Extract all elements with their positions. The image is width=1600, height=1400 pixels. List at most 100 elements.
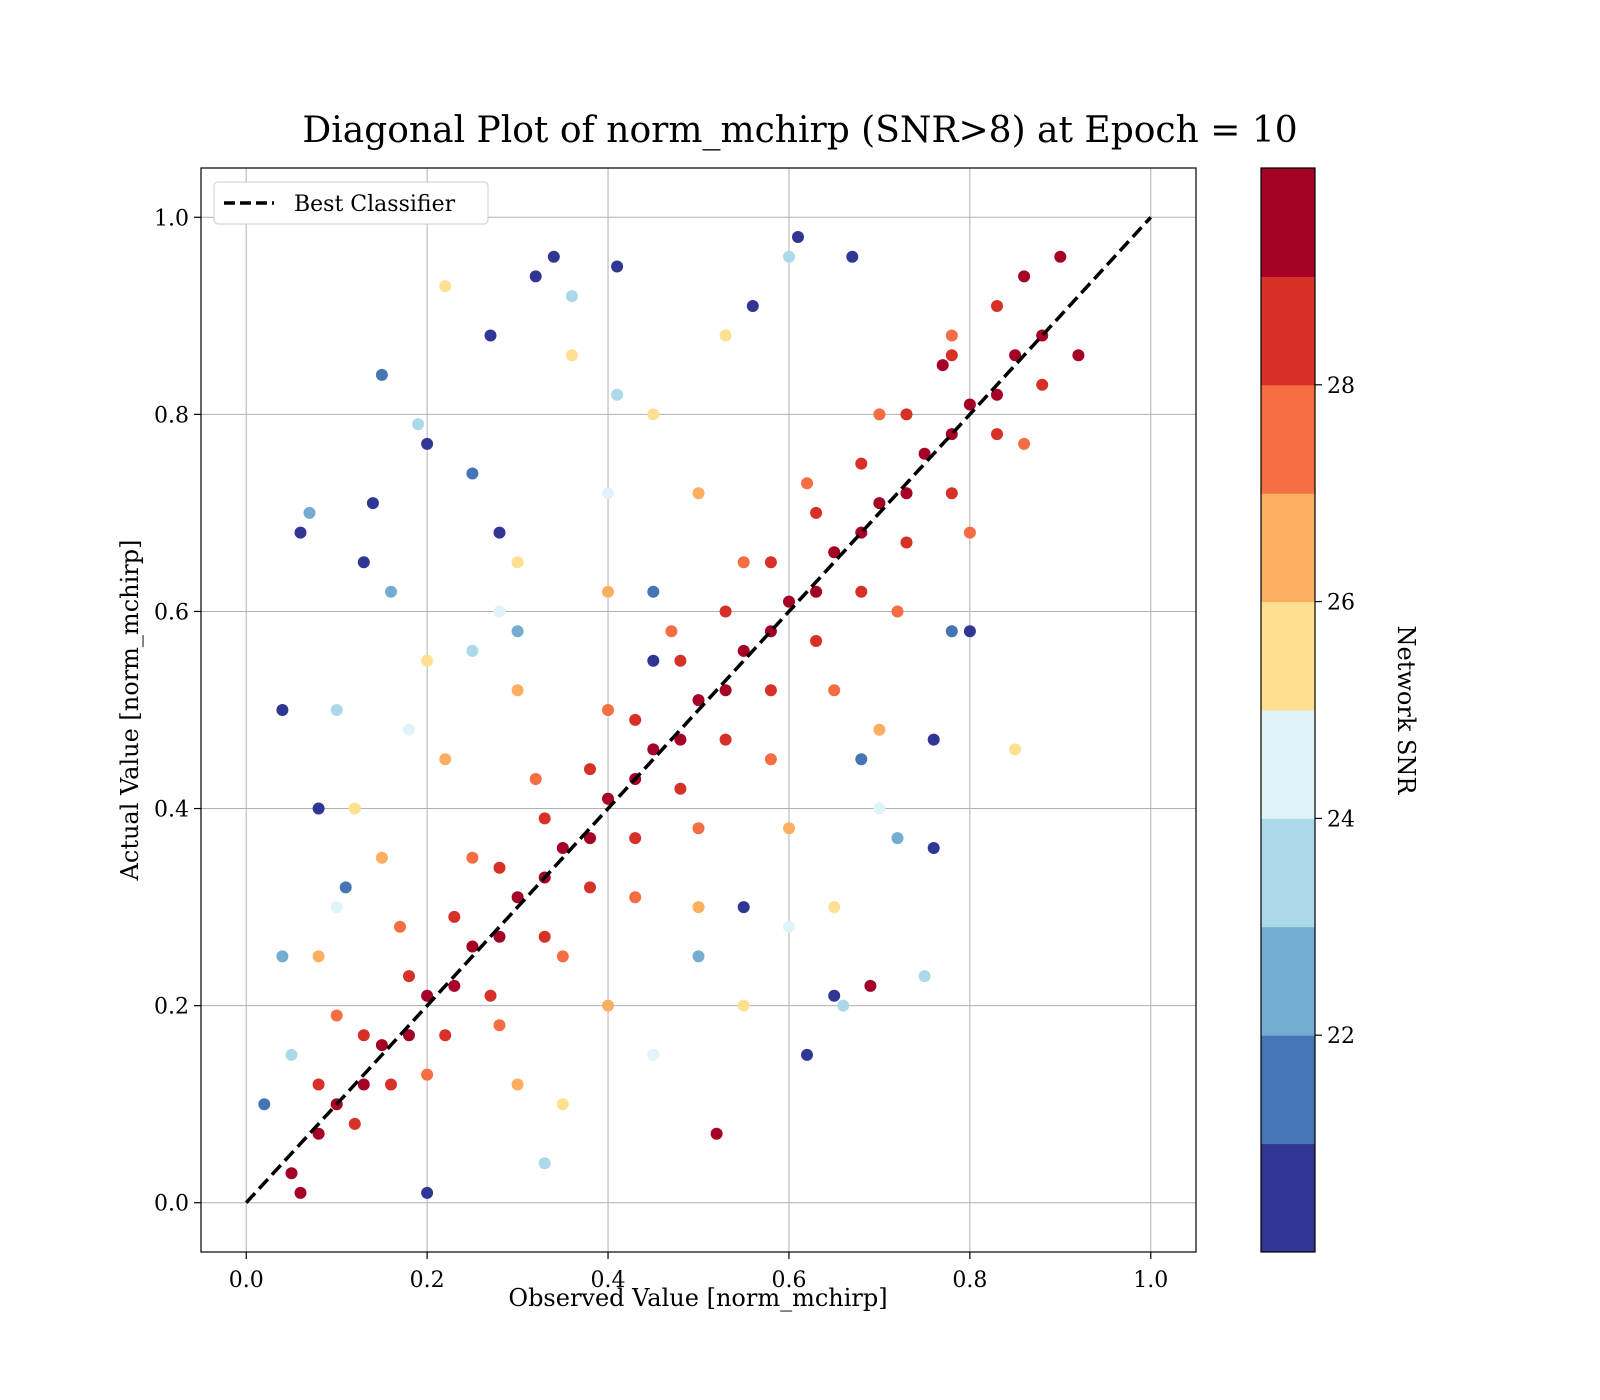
scatter-point	[900, 408, 913, 421]
scatter-point	[511, 891, 524, 904]
scatter-point	[647, 654, 660, 667]
scatter-point	[1009, 349, 1022, 362]
scatter-point	[647, 408, 660, 421]
scatter-point	[602, 487, 614, 500]
scatter-point	[1054, 250, 1067, 263]
x-tick-label: 1.0	[1133, 1268, 1168, 1293]
chart-title: Diagonal Plot of norm_mchirp (SNR>8) at …	[302, 110, 1297, 151]
scatter-point	[991, 388, 1003, 401]
scatter-point	[945, 625, 958, 638]
scatter-point	[357, 1029, 370, 1042]
y-tick-label: 1.0	[154, 206, 189, 231]
scatter-points	[258, 231, 1085, 1199]
colorbar-segment	[1261, 1143, 1315, 1253]
scatter-point	[963, 526, 976, 539]
scatter-point	[403, 723, 415, 736]
scatter-point	[330, 1009, 343, 1022]
colorbar-segment	[1261, 276, 1315, 386]
scatter-point	[294, 526, 307, 539]
scatter-point	[810, 506, 823, 519]
scatter-point	[647, 1048, 660, 1061]
scatter-point	[439, 1029, 452, 1042]
scatter-point	[493, 605, 506, 618]
scatter-point	[511, 625, 524, 638]
legend: Best Classifier	[213, 181, 489, 225]
scatter-point	[692, 487, 705, 500]
scatter-point	[556, 1098, 569, 1111]
scatter-point	[421, 1068, 434, 1081]
scatter-point	[629, 891, 642, 904]
scatter-point	[448, 979, 461, 992]
scatter-point	[674, 654, 687, 667]
colorbar-tick-label: 28	[1327, 374, 1355, 399]
y-tick-label: 0.6	[154, 600, 189, 625]
scatter-point	[855, 457, 868, 470]
x-tick-label: 0.4	[591, 1268, 626, 1293]
scatter-point	[493, 526, 506, 539]
scatter-point	[602, 999, 614, 1012]
legend-label-best-classifier: Best Classifier	[294, 192, 456, 217]
plot-area-frame	[200, 167, 1197, 1253]
scatter-point	[963, 398, 976, 411]
scatter-point	[945, 349, 958, 362]
scatter-point	[783, 822, 795, 835]
scatter-point	[421, 1186, 434, 1199]
scatter-point	[529, 773, 542, 785]
scatter-point	[945, 329, 958, 342]
scatter-point	[783, 595, 795, 608]
scatter-point	[357, 1078, 370, 1091]
scatter-point	[873, 802, 886, 815]
scatter-point	[737, 556, 750, 569]
scatter-point	[927, 842, 940, 854]
scatter-point	[846, 250, 859, 263]
scatter-point	[737, 901, 750, 914]
scatter-point	[828, 546, 841, 559]
scatter-point	[991, 300, 1003, 312]
scatter-point	[764, 684, 777, 697]
scatter-point	[584, 881, 596, 894]
scatter-point	[556, 950, 569, 963]
scatter-point	[737, 644, 750, 657]
scatter-point	[828, 989, 841, 1002]
scatter-point	[348, 1117, 361, 1130]
scatter-point	[783, 250, 795, 263]
scatter-point	[873, 408, 886, 421]
scatter-point	[421, 437, 434, 450]
colorbar-segment	[1261, 384, 1315, 494]
colorbar	[1261, 168, 1315, 1253]
y-tick-label: 0.8	[154, 403, 189, 428]
scatter-point	[764, 753, 777, 766]
scatter-point	[692, 950, 705, 963]
scatter-point	[674, 782, 687, 795]
scatter-point	[312, 950, 325, 963]
scatter-point	[556, 842, 569, 854]
scatter-point	[665, 625, 678, 638]
scatter-point	[746, 300, 759, 312]
scatter-point	[891, 832, 904, 845]
scatter-point	[945, 487, 958, 500]
scatter-point	[303, 506, 316, 519]
scatter-point	[258, 1098, 271, 1111]
scatter-point	[611, 388, 624, 401]
scatter-point	[466, 940, 479, 953]
scatter-point	[529, 270, 542, 283]
scatter-point	[873, 497, 886, 510]
scatter-point	[801, 477, 813, 490]
scatter-point	[855, 585, 868, 598]
x-axis-label: Observed Value [norm_mchirp]	[508, 1284, 887, 1312]
scatter-point	[783, 920, 795, 933]
x-tick-label: 0.6	[771, 1268, 806, 1293]
scatter-point	[737, 999, 750, 1012]
scatter-point	[330, 704, 343, 716]
scatter-point	[547, 250, 560, 263]
scatter-point	[511, 1078, 524, 1091]
scatter-point	[538, 812, 551, 825]
best-classifier-line	[244, 216, 1153, 1204]
scatter-point	[448, 910, 461, 923]
scatter-point	[493, 861, 506, 874]
scatter-point	[375, 1039, 388, 1052]
scatter-point	[466, 467, 479, 480]
scatter-point	[403, 1029, 415, 1042]
scatter-point	[828, 684, 841, 697]
